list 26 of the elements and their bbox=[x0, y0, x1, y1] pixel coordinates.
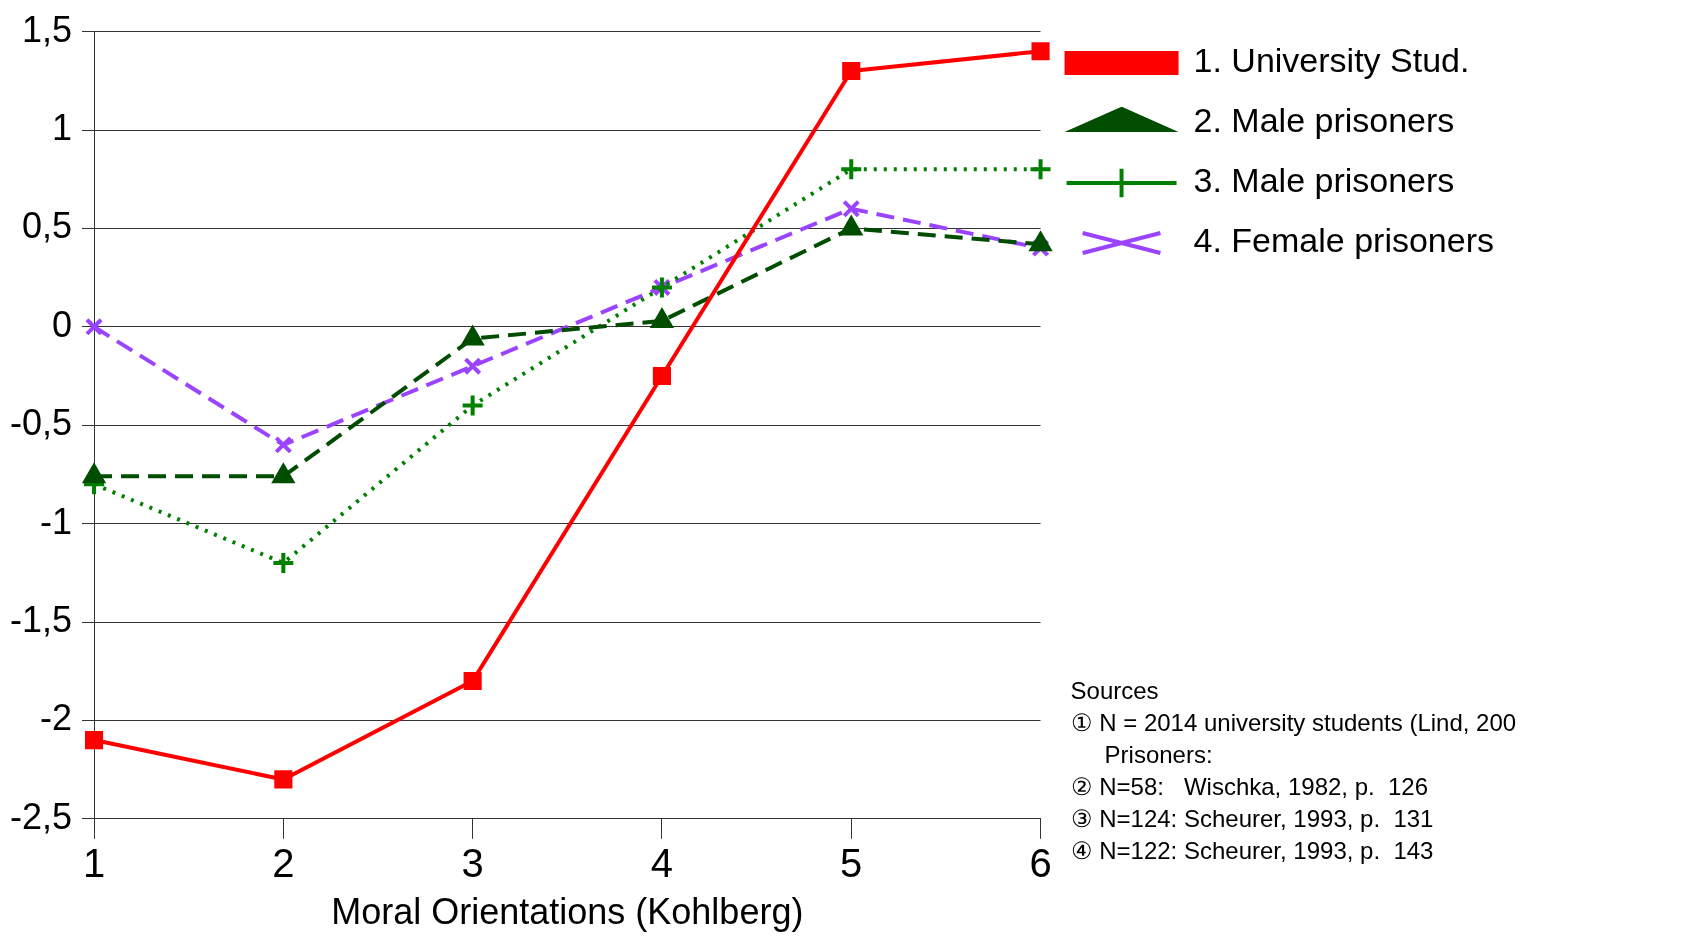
x-tick-label: 6 bbox=[1029, 840, 1052, 885]
y-tick-label: 0,5 bbox=[21, 205, 73, 247]
y-tick-label: -0,5 bbox=[9, 402, 73, 444]
text: Sources bbox=[1070, 676, 1159, 704]
x-tick-label: 2 bbox=[272, 840, 295, 885]
text: ① N = 2014 university students (Lind, 200 bbox=[1070, 708, 1517, 736]
legend-label: 1. University Stud. bbox=[1193, 41, 1470, 80]
text: ② N=58: Wischka, 1982, p. 126 bbox=[1070, 772, 1429, 800]
y-tick-label: -1,5 bbox=[9, 598, 73, 640]
y-tick-label: -2,5 bbox=[9, 795, 73, 837]
y-tick-label: -2 bbox=[40, 697, 73, 739]
x-tick-label: 4 bbox=[650, 840, 674, 885]
y-tick-label: 0 bbox=[52, 303, 73, 345]
y-tick-label: 1,5 bbox=[21, 8, 73, 50]
y-tick-label: 1 bbox=[52, 106, 73, 148]
text: ④ N=122: Scheurer, 1993, p. 143 bbox=[1070, 836, 1434, 864]
y-tick-label: -1 bbox=[40, 500, 73, 542]
x-tick-label: 5 bbox=[840, 840, 863, 885]
legend-label: 4. Female prisoners bbox=[1193, 221, 1495, 260]
text: ③ N=124: Scheurer, 1993, p. 131 bbox=[1070, 804, 1434, 832]
x-axis-title: Moral Orientations (Kohlberg) bbox=[331, 891, 804, 933]
legend-label: 3. Male prisoners bbox=[1193, 161, 1455, 200]
legend-label: 2. Male prisoners bbox=[1193, 101, 1455, 140]
x-tick-label: 3 bbox=[461, 840, 484, 885]
x-tick-label: 1 bbox=[82, 840, 106, 885]
text: Prisoners: bbox=[1104, 740, 1213, 768]
